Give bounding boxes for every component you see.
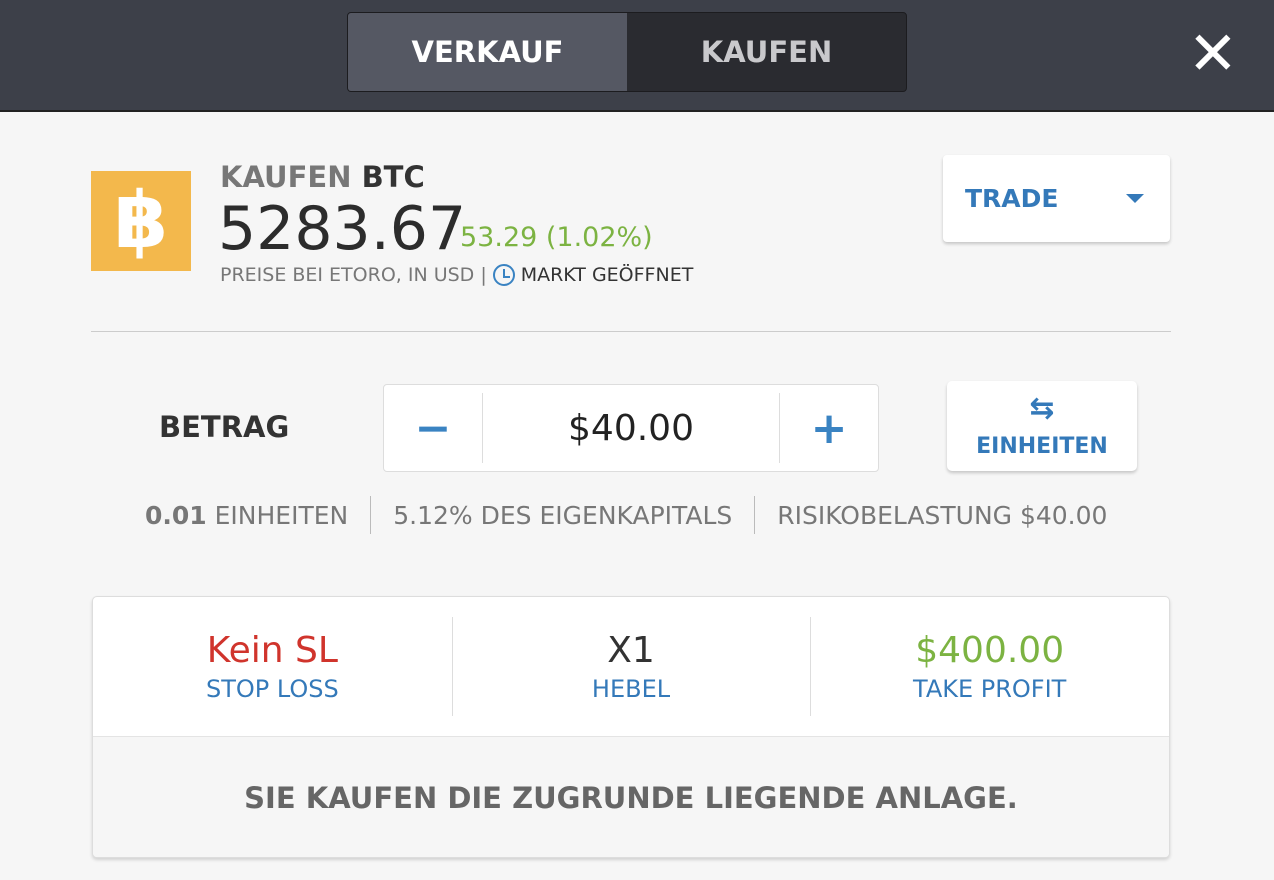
- leverage-value: X1: [607, 629, 655, 671]
- units-value: 0.01: [145, 500, 207, 530]
- price-change: 53.29 (1.02%): [460, 222, 653, 253]
- plus-button[interactable]: +: [810, 402, 848, 454]
- stop-loss-value: Kein SL: [206, 629, 338, 671]
- action-label: KAUFEN: [220, 160, 352, 194]
- risk-info: RISIKOBELASTUNG $40.00: [754, 496, 1129, 534]
- amount-input[interactable]: $40.00: [482, 393, 780, 463]
- units-text: EINHEITEN: [214, 500, 349, 530]
- units-button-label: EINHEITEN: [976, 433, 1108, 459]
- take-profit-value: $400.00: [915, 629, 1065, 671]
- swap-icon: ⇆: [1029, 390, 1055, 426]
- clock-icon: [492, 264, 515, 286]
- units-info: 0.01 EINHEITEN: [145, 496, 370, 534]
- price: 5283.67: [218, 194, 467, 264]
- close-icon[interactable]: ✕: [1187, 19, 1238, 89]
- amount-label: BETRAG: [159, 410, 290, 444]
- order-type-dropdown[interactable]: TRADE: [943, 155, 1170, 242]
- take-profit-setting[interactable]: $400.00 TAKE PROFIT: [810, 597, 1169, 736]
- amount-stepper: − $40.00 +: [383, 384, 879, 472]
- minus-button[interactable]: −: [414, 402, 452, 454]
- separator: |: [480, 264, 487, 286]
- bitcoin-logo: ฿: [91, 171, 191, 271]
- trade-settings-card: Kein SL STOP LOSS X1 HEBEL $400.00 TAKE PRO…: [92, 596, 1170, 858]
- market-status: MARKT GEÖFFNET: [520, 264, 694, 286]
- leverage-setting[interactable]: X1 HEBEL: [451, 597, 811, 736]
- trade-direction-tabs: VERKAUF KAUFEN: [347, 12, 907, 92]
- source-text: PREISE BEI ETORO, IN USD: [220, 264, 475, 286]
- top-bar: VERKAUF KAUFEN ✕: [0, 0, 1274, 112]
- price-source: PREISE BEI ETORO, IN USD | MARKT GEÖFFNE…: [220, 264, 693, 286]
- divider: [91, 331, 1171, 332]
- take-profit-label: TAKE PROFIT: [913, 674, 1067, 703]
- stop-loss-setting[interactable]: Kein SL STOP LOSS: [93, 597, 452, 736]
- chevron-down-icon: [1126, 194, 1144, 203]
- footer-note: SIE KAUFEN DIE ZUGRUNDE LIEGENDE ANLAGE.: [93, 737, 1169, 857]
- leverage-label: HEBEL: [591, 674, 671, 703]
- stop-loss-label: STOP LOSS: [205, 674, 339, 703]
- units-toggle-button[interactable]: ⇆ EINHEITEN: [947, 381, 1137, 471]
- amount-info: 0.01 EINHEITEN 5.12% DES EIGENKAPITALS R…: [145, 496, 1129, 534]
- order-type-label: TRADE: [965, 184, 1059, 213]
- equity-info: 5.12% DES EIGENKAPITALS: [370, 496, 754, 534]
- tab-verkauf[interactable]: VERKAUF: [348, 13, 627, 91]
- symbol: BTC: [361, 160, 425, 194]
- tab-kaufen[interactable]: KAUFEN: [700, 35, 833, 69]
- instrument-title: KAUFEN BTC: [220, 160, 425, 194]
